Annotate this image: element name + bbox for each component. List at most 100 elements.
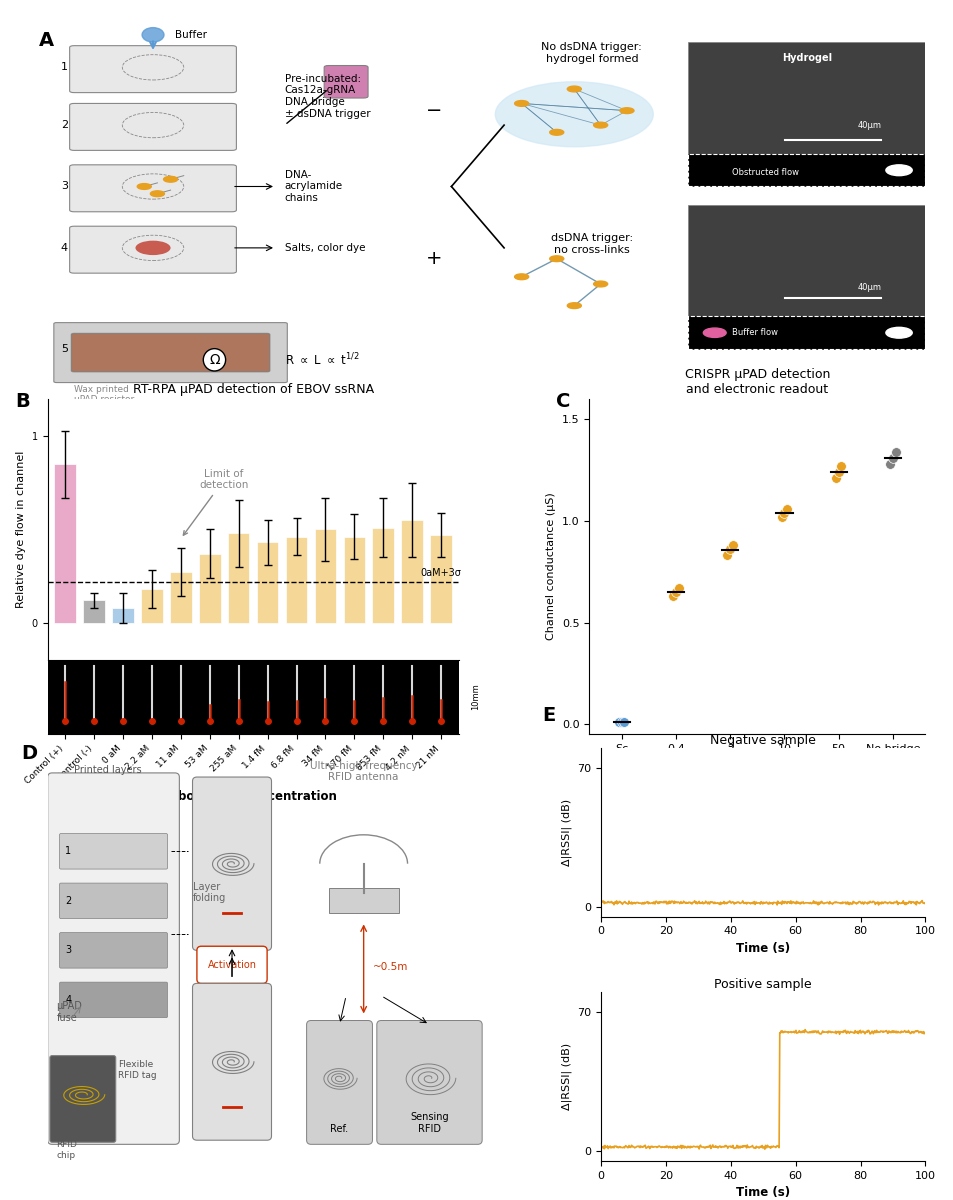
Bar	[256, 542, 278, 623]
Circle shape	[514, 274, 528, 280]
FancyBboxPatch shape	[50, 1056, 115, 1142]
Text: Ultra-high frequency
RFID antenna: Ultra-high frequency RFID antenna	[310, 761, 417, 782]
FancyBboxPatch shape	[196, 947, 267, 983]
Text: Hydrogel: Hydrogel	[781, 53, 831, 62]
Circle shape	[163, 176, 177, 182]
Text: 3: 3	[65, 946, 71, 955]
Text: −: −	[425, 101, 441, 120]
Text: E: E	[542, 706, 556, 725]
Circle shape	[495, 82, 653, 146]
Circle shape	[549, 256, 563, 262]
Title: Negative sample: Negative sample	[710, 734, 815, 746]
Text: 2: 2	[65, 896, 71, 906]
Circle shape	[619, 108, 634, 114]
Text: RFID
chip: RFID chip	[56, 1140, 77, 1159]
Ellipse shape	[142, 28, 164, 42]
Bar	[83, 600, 105, 623]
Bar	[198, 553, 220, 623]
FancyBboxPatch shape	[59, 834, 168, 869]
Text: Obstructed flow: Obstructed flow	[732, 168, 799, 176]
Bar	[688, 42, 924, 186]
FancyBboxPatch shape	[70, 164, 236, 211]
Bar	[54, 464, 76, 623]
Circle shape	[593, 281, 607, 287]
Text: B: B	[15, 392, 30, 412]
Text: A: A	[39, 31, 54, 50]
Title: RT-RPA μPAD detection of EBOV ssRNA: RT-RPA μPAD detection of EBOV ssRNA	[132, 384, 374, 396]
Ellipse shape	[135, 241, 171, 256]
Text: Activation: Activation	[208, 960, 256, 970]
Bar	[430, 535, 452, 623]
FancyBboxPatch shape	[59, 883, 168, 918]
Text: 2: 2	[61, 120, 68, 130]
FancyBboxPatch shape	[324, 66, 368, 98]
Text: Layer
folding: Layer folding	[193, 882, 226, 904]
Y-axis label: Δ|RSSI| (dB): Δ|RSSI| (dB)	[560, 799, 571, 866]
Text: Wax printed
μPAD resistor: Wax printed μPAD resistor	[74, 385, 134, 404]
Bar	[112, 607, 133, 623]
Text: 3: 3	[61, 181, 68, 192]
FancyBboxPatch shape	[59, 982, 168, 1018]
X-axis label: Time (s): Time (s)	[736, 942, 789, 955]
Text: 4: 4	[61, 242, 68, 253]
FancyBboxPatch shape	[48, 773, 179, 1145]
FancyBboxPatch shape	[306, 1020, 372, 1145]
Text: Printed layers: Printed layers	[74, 764, 141, 775]
FancyBboxPatch shape	[71, 334, 270, 372]
X-axis label: Ebola RNA Concentration: Ebola RNA Concentration	[170, 790, 336, 803]
Text: 1: 1	[61, 62, 68, 72]
Circle shape	[137, 184, 152, 190]
Circle shape	[885, 164, 911, 175]
Text: D: D	[21, 744, 37, 763]
X-axis label: dsDNA Trigger (nM): dsDNA Trigger (nM)	[691, 760, 821, 773]
Title: CRISPR μPAD detection
and electronic readout: CRISPR μPAD detection and electronic rea…	[684, 368, 829, 396]
Text: Ω: Ω	[209, 353, 219, 367]
Y-axis label: Channel conductance (μS): Channel conductance (μS)	[546, 493, 556, 641]
Circle shape	[567, 302, 580, 308]
Text: Salts, color dye: Salts, color dye	[284, 242, 365, 253]
Text: ~0.5m: ~0.5m	[372, 962, 407, 972]
Circle shape	[567, 86, 580, 92]
Circle shape	[593, 122, 607, 128]
Circle shape	[514, 101, 528, 107]
Text: 40μm: 40μm	[857, 283, 881, 292]
Circle shape	[702, 328, 725, 337]
Bar	[328, 888, 398, 913]
FancyBboxPatch shape	[70, 46, 236, 92]
Text: DNA-
acrylamide
chains: DNA- acrylamide chains	[284, 170, 342, 203]
Bar	[141, 589, 163, 623]
Text: 40μm: 40μm	[857, 121, 881, 130]
Text: Pre-incubated:
Cas12a-gRNA
DNA bridge
± dsDNA trigger: Pre-incubated: Cas12a-gRNA DNA bridge ± …	[284, 74, 370, 119]
Text: Flexible
RFID tag: Flexible RFID tag	[118, 1061, 156, 1080]
Text: C: C	[555, 392, 569, 412]
Text: 0aM+3σ: 0aM+3σ	[420, 568, 461, 577]
FancyBboxPatch shape	[59, 932, 168, 968]
FancyBboxPatch shape	[70, 103, 236, 150]
Bar	[372, 528, 394, 623]
Text: No dsDNA trigger:
hydrogel formed: No dsDNA trigger: hydrogel formed	[541, 42, 641, 64]
FancyBboxPatch shape	[53, 323, 287, 383]
Text: 1: 1	[65, 846, 71, 857]
Text: dsDNA trigger:
no cross-links: dsDNA trigger: no cross-links	[550, 234, 632, 256]
Bar	[688, 154, 924, 186]
Circle shape	[549, 130, 563, 136]
FancyBboxPatch shape	[70, 227, 236, 274]
Text: Buffer flow: Buffer flow	[732, 329, 778, 337]
FancyBboxPatch shape	[193, 778, 272, 950]
Text: 5: 5	[61, 344, 68, 354]
Bar	[170, 572, 192, 623]
Y-axis label: Δ|RSSI| (dB): Δ|RSSI| (dB)	[560, 1043, 571, 1110]
Bar	[343, 536, 365, 623]
Text: +: +	[425, 250, 441, 269]
Text: Ref.: Ref.	[330, 1124, 348, 1134]
FancyBboxPatch shape	[193, 983, 272, 1140]
Circle shape	[885, 328, 911, 338]
X-axis label: Time (s): Time (s)	[736, 1186, 789, 1199]
Bar	[228, 533, 250, 623]
Title: Positive sample: Positive sample	[714, 978, 811, 991]
Text: 4: 4	[65, 995, 71, 1004]
Bar	[285, 536, 307, 623]
Bar	[688, 204, 924, 349]
Circle shape	[151, 191, 164, 197]
Text: Limit of
detection: Limit of detection	[183, 469, 249, 535]
